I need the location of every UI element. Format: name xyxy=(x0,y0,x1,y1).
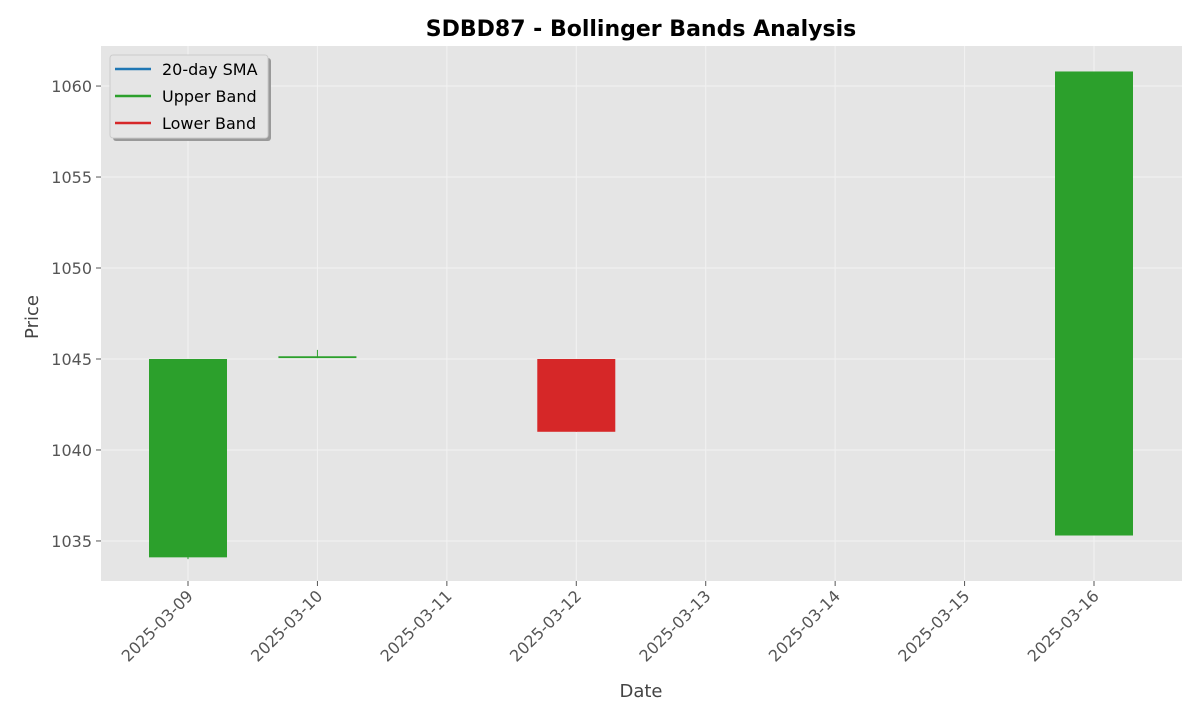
x-tick-label: 2025-03-12 xyxy=(506,586,585,665)
legend-label: 20-day SMA xyxy=(162,60,258,79)
y-ticks: 1035 1040 1045 1050 1055 1060 xyxy=(51,77,101,551)
plot-area xyxy=(101,46,1182,581)
y-tick-label: 1035 xyxy=(51,532,92,551)
y-tick-label: 1055 xyxy=(51,168,92,187)
candle-body xyxy=(278,356,357,359)
x-tick-label: 2025-03-14 xyxy=(765,586,844,665)
x-ticks: 2025-03-09 2025-03-10 2025-03-11 2025-03-12… xyxy=(118,581,1103,666)
x-tick-label: 2025-03-13 xyxy=(635,586,714,665)
x-tick-label: 2025-03-09 xyxy=(118,586,197,665)
x-tick-label: 2025-03-16 xyxy=(1024,586,1103,665)
grid-lines xyxy=(101,46,1182,581)
candles xyxy=(149,71,1133,560)
legend-label: Lower Band xyxy=(162,114,256,133)
legend: 20-day SMA Upper Band Lower Band xyxy=(109,54,271,141)
x-tick-label: 2025-03-15 xyxy=(894,586,973,665)
x-tick-label: 2025-03-10 xyxy=(247,586,326,665)
y-tick-label: 1040 xyxy=(51,441,92,460)
legend-label: Upper Band xyxy=(162,87,257,106)
chart-title: SDBD87 - Bollinger Bands Analysis xyxy=(426,17,856,42)
x-axis-label: Date xyxy=(619,681,662,702)
legend-box xyxy=(109,54,269,139)
candle-body xyxy=(537,358,616,432)
y-axis-label: Price xyxy=(22,295,43,339)
y-tick-label: 1060 xyxy=(51,77,92,96)
candle-body xyxy=(149,358,227,558)
candle-body xyxy=(1055,71,1133,536)
x-tick-label: 2025-03-11 xyxy=(377,586,456,665)
y-tick-label: 1050 xyxy=(51,259,92,278)
y-tick-label: 1045 xyxy=(51,350,92,369)
